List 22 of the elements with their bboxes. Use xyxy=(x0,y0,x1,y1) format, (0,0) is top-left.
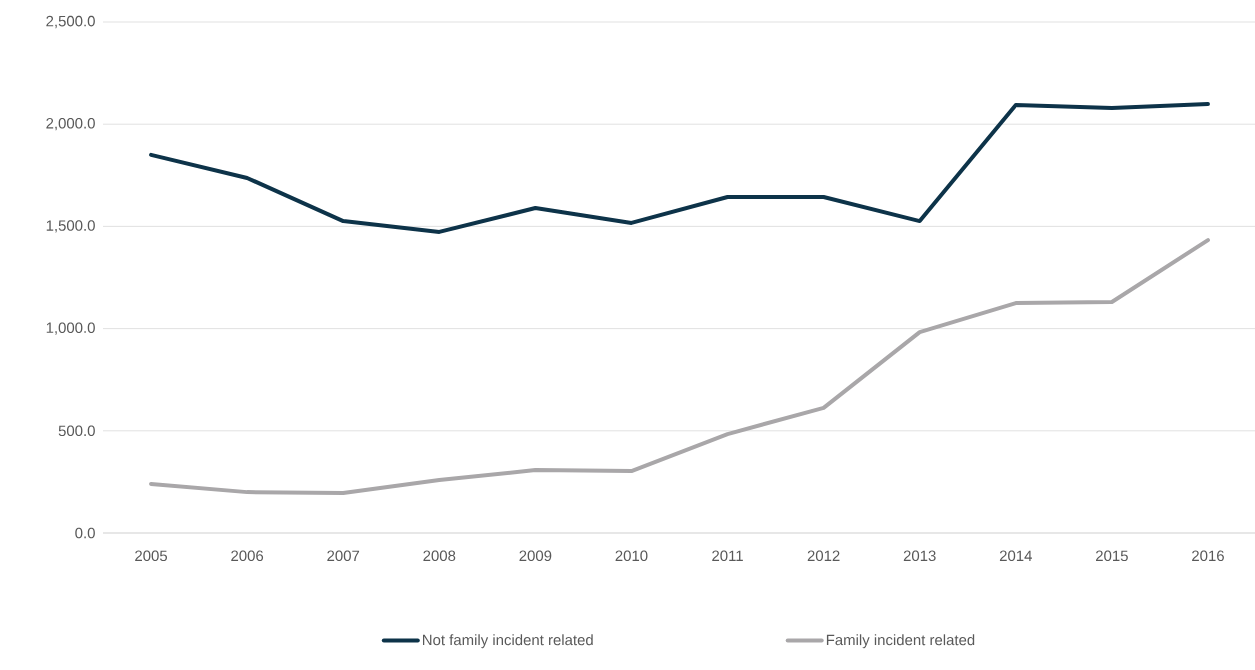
line-series xyxy=(149,238,1210,495)
y-tick-label: 1,500.0 xyxy=(46,220,95,233)
x-tick-label: 2009 xyxy=(519,550,552,562)
x-tick-label: 2011 xyxy=(712,550,743,562)
y-tick-label: 1,000.0 xyxy=(46,322,95,335)
x-tick-label: 2005 xyxy=(135,550,168,562)
legend-label: Family incident related xyxy=(826,634,975,649)
x-tick-label: 2007 xyxy=(327,550,360,562)
x-tick-label: 2010 xyxy=(615,550,648,562)
y-tick-label: 2,500.0 xyxy=(46,15,95,29)
x-tick-label: 2012 xyxy=(807,550,840,562)
legend-label: Not family incident related xyxy=(423,634,593,649)
x-tick-label: 2014 xyxy=(999,550,1032,562)
x-tick-label: 2013 xyxy=(903,550,936,562)
x-tick-label: 2015 xyxy=(1096,550,1128,562)
x-tick-label: 2006 xyxy=(231,550,264,562)
y-tick-label: 500.0 xyxy=(58,425,95,437)
line-series xyxy=(149,101,1210,234)
x-tick-label: 2008 xyxy=(423,550,456,562)
x-tick-label: 2016 xyxy=(1192,550,1224,562)
y-tick-label: 2,000.0 xyxy=(46,118,95,131)
y-tick-label: 0.0 xyxy=(75,527,95,539)
